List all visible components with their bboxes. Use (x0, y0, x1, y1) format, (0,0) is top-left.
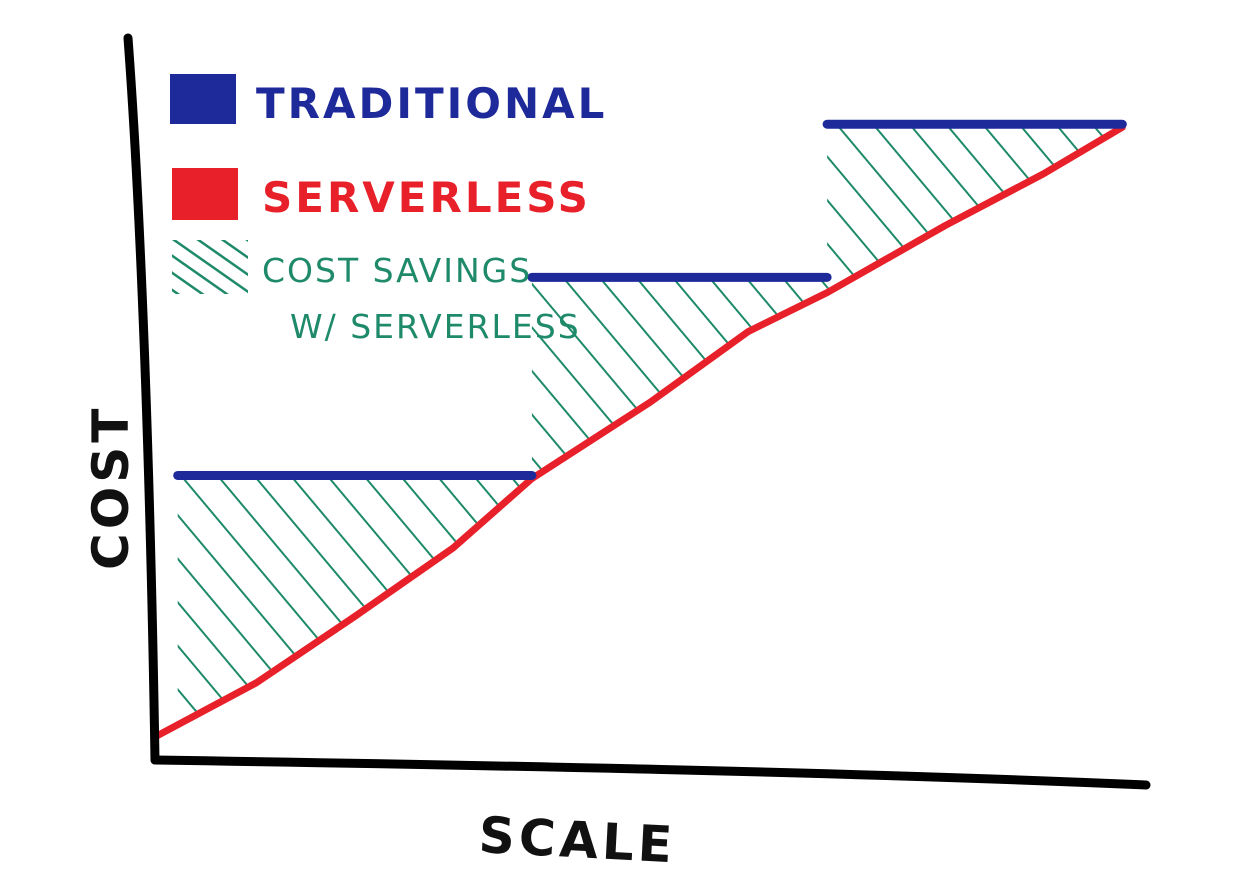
legend-swatch-savings (172, 240, 248, 294)
legend-label-savings-line1: COST SAVINGS (262, 251, 532, 290)
series-group (154, 119, 1127, 739)
legend-label-savings-line2: W/ SERVERLESS (290, 307, 581, 346)
x-axis (150, 755, 1151, 790)
y-axis (123, 33, 160, 765)
series-line-serverless (154, 123, 1126, 739)
legend-label-serverless: SERVERLESS (262, 173, 591, 222)
legend-swatch-traditional (170, 74, 236, 124)
x-axis-label: SCALE (477, 806, 677, 874)
legend-label-traditional: TRADITIONAL (256, 79, 607, 128)
savings-area-1 (177, 475, 532, 725)
legend: TRADITIONAL SERVERLESS COST SAVINGS W/ S… (170, 74, 607, 346)
legend-swatch-serverless (172, 168, 238, 220)
y-axis-label: COST (82, 405, 140, 570)
